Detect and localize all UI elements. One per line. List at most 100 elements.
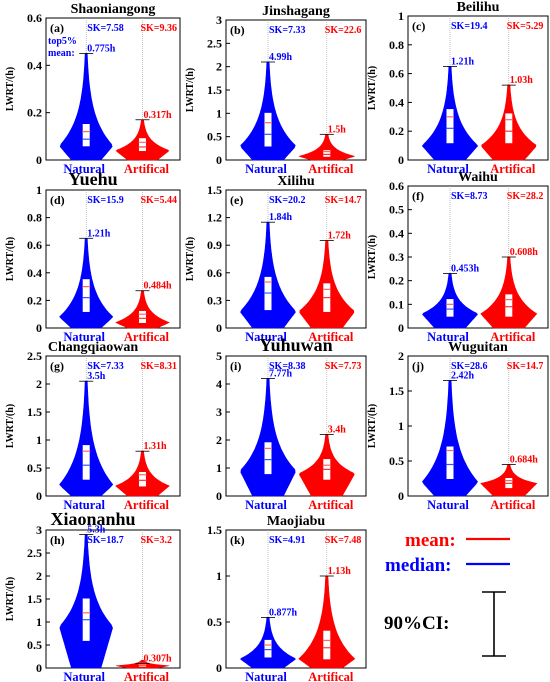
y-tick-label: 1.5 — [27, 592, 42, 606]
skewness-label: SK=18.7 — [87, 535, 124, 546]
y-tick-label: 3 — [216, 405, 222, 419]
ci-value-label: 0.684h — [510, 455, 539, 466]
skewness-label: SK=7.33 — [87, 361, 124, 372]
skewness-label: SK=8.31 — [140, 361, 177, 372]
y-tick-label: 0.3 — [389, 250, 404, 264]
y-tick-label: 1.5 — [27, 405, 42, 419]
y-tick-label: 0.6 — [389, 179, 404, 193]
x-category-label: Natural — [245, 498, 287, 512]
ci-value-label: 0.307h — [143, 653, 172, 664]
y-tick-label: 0.5 — [207, 615, 222, 629]
iqr-box — [138, 138, 146, 152]
violin-natural — [422, 380, 478, 497]
y-tick-label: 1.5 — [207, 523, 222, 537]
iqr-box — [446, 299, 454, 317]
chart-panel-4: Yuehu 0 0.2 0.4 0.6 0.8 1 LWRT/(h) (d) 1.21h SK=15… — [5, 169, 181, 344]
x-category-label: Artifical — [308, 330, 354, 344]
ci-value-label: 3.4h — [328, 424, 347, 435]
ci-value-label: 4.99h — [269, 52, 293, 63]
y-tick-label: 0 — [216, 153, 222, 167]
skewness-label: SK=8.38 — [269, 361, 306, 372]
y-tick-label: 0.9 — [207, 238, 222, 252]
iqr-box — [82, 445, 90, 480]
plot-frame — [45, 17, 181, 161]
x-category-label: Natural — [245, 670, 287, 682]
y-tick-label: 2.5 — [27, 349, 42, 363]
y-tick-label: 0.6 — [27, 238, 42, 252]
y-tick-label: 1 — [36, 433, 42, 447]
iqr-box — [264, 442, 272, 475]
violin-natural — [240, 61, 296, 161]
ci-value-label: 0.317h — [143, 110, 172, 121]
chart-panel-3: Beilihu 0 0.2 0.4 0.6 0.8 1 LWRT/(h) (c) 1.21h SK=… — [367, 0, 549, 176]
chart-panel-2: Jinshagang 0 0.5 1 1.5 2 2.5 3 LWRT/(h) (b) 4.99h S… — [185, 4, 367, 176]
violin-natural — [240, 221, 296, 329]
chart-panel-6: Waihu 0 0.1 0.2 0.3 0.4 0.5 0.6 LWRT/(h) (f) 0.453… — [367, 170, 549, 344]
iqr-box — [505, 113, 513, 144]
ci-value-label: 0.877h — [269, 607, 298, 618]
x-category-label: Natural — [427, 498, 469, 512]
skewness-label: SK=22.6 — [325, 25, 362, 36]
x-category-label: Natural — [245, 330, 287, 344]
skewness-label: SK=19.4 — [451, 21, 488, 32]
chart-title: Beilihu — [457, 0, 500, 15]
chart-panel-11: Maojiabu 0 0.5 1 1.5 (k) 0.877h SK=4.91 Natural 1… — [207, 514, 367, 682]
y-tick-label: 0 — [36, 321, 42, 335]
panel-label: (a) — [50, 21, 64, 35]
chart-title: Shaoniangong — [71, 2, 156, 17]
y-axis-label: LWRT/(h) — [5, 237, 16, 281]
skewness-label: SK=9.36 — [140, 23, 177, 34]
x-category-label: Artifical — [124, 330, 170, 344]
y-tick-label: 0 — [216, 661, 222, 675]
panel-label: (c) — [412, 19, 425, 33]
y-tick-label: 0.5 — [389, 454, 404, 468]
y-tick-label: 0.8 — [389, 38, 404, 52]
iqr-box — [446, 446, 454, 479]
annotation-note: mean: — [48, 48, 75, 59]
skewness-label: SK=7.33 — [269, 25, 306, 36]
y-axis-label: LWRT/(h) — [367, 404, 378, 448]
iqr-box — [264, 112, 272, 147]
ci-value-label: 5.3h — [87, 525, 106, 536]
y-tick-label: 0.4 — [27, 266, 42, 280]
x-category-label: Artifical — [308, 162, 354, 176]
iqr-box — [82, 124, 90, 147]
x-category-label: Natural — [427, 162, 469, 176]
ci-value-label: 3.5h — [87, 371, 106, 382]
y-axis-label: LWRT/(h) — [5, 404, 16, 448]
skewness-label: SK=4.91 — [269, 535, 306, 546]
y-axis-label: LWRT/(h) — [367, 66, 378, 110]
y-tick-label: 0.5 — [27, 638, 42, 652]
panel-label: (h) — [50, 533, 65, 547]
skewness-label: SK=20.2 — [269, 195, 306, 206]
panel-label: (e) — [230, 193, 243, 207]
y-tick-label: 2 — [398, 349, 404, 363]
skewness-label: SK=5.29 — [507, 21, 544, 32]
skewness-label: SK=8.73 — [451, 191, 488, 202]
x-category-label: Artifical — [490, 162, 536, 176]
y-tick-label: 2.5 — [207, 36, 222, 50]
chart-title: Changqiaowan — [48, 340, 138, 355]
violin-natural — [59, 380, 114, 497]
skewness-label: SK=14.7 — [325, 195, 362, 206]
panel-label: (d) — [50, 193, 65, 207]
y-tick-label: 0.6 — [207, 266, 222, 280]
y-tick-label: 3 — [216, 13, 222, 27]
chart-panel-1: Shaoniangong 0 0.2 0.4 0.6 LWRT/(h) (a) 0.775h S… — [5, 2, 181, 176]
ci-value-label: 1.31h — [143, 441, 167, 452]
y-axis-label: LWRT/(h) — [5, 67, 16, 111]
x-category-label: Natural — [63, 670, 105, 682]
y-tick-label: 0.4 — [27, 58, 42, 72]
plot-frame — [225, 189, 367, 329]
annotation-note: top5% — [48, 36, 77, 47]
ci-value-label: 0.453h — [451, 264, 480, 275]
y-tick-label: 0.2 — [27, 106, 42, 120]
violin-artifical — [298, 134, 356, 161]
panel-label: (b) — [230, 23, 245, 37]
y-tick-label: 0.4 — [389, 95, 404, 109]
y-tick-label: 1 — [398, 9, 404, 23]
skewness-label: SK=3.2 — [140, 535, 172, 546]
plot-frame — [225, 355, 367, 497]
y-tick-label: 0 — [36, 153, 42, 167]
